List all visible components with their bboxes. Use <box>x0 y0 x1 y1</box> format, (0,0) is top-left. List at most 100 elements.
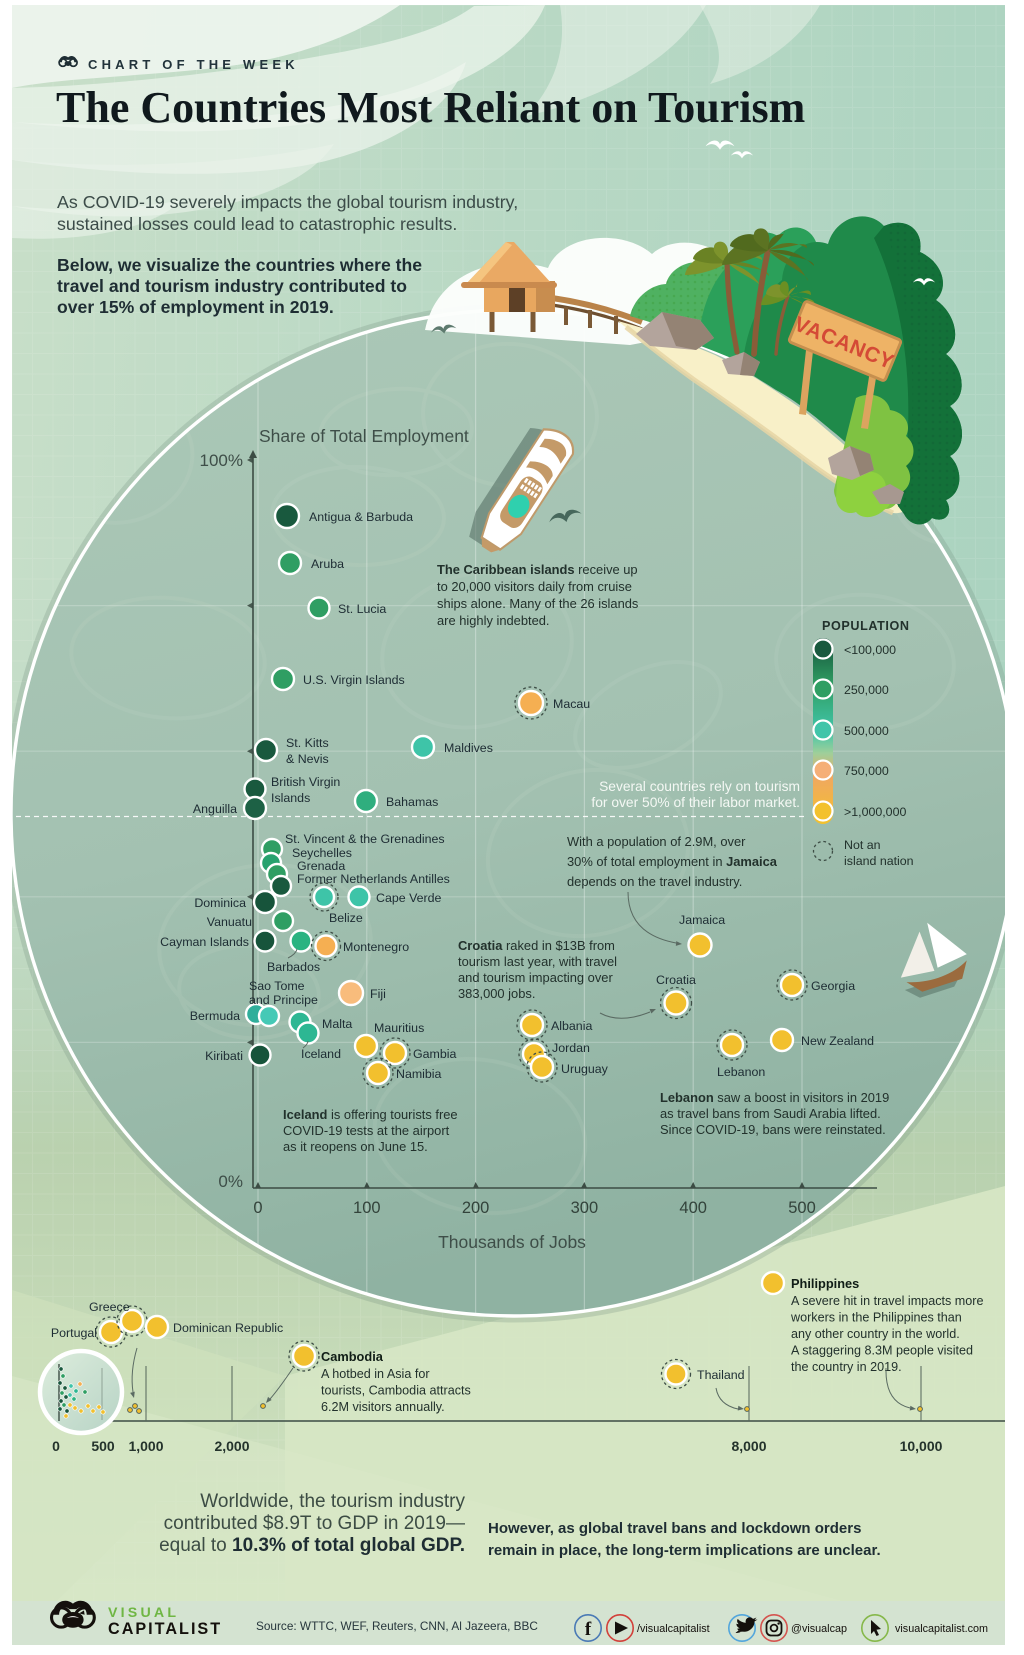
svg-text:Share of Total Employment: Share of Total Employment <box>259 426 469 446</box>
svg-text:>1,000,000: >1,000,000 <box>844 805 906 819</box>
svg-text:Iceland: Iceland <box>301 1047 341 1061</box>
svg-text:travel and tourism industry co: travel and tourism industry contributed … <box>57 276 407 296</box>
svg-text:any other country in the world: any other country in the world. <box>791 1327 960 1341</box>
svg-text:Lebanon saw a boost in visitor: Lebanon saw a boost in visitors in 2019 <box>660 1090 889 1105</box>
svg-text:the country in 2019.: the country in 2019. <box>791 1360 902 1374</box>
svg-text:The Countries Most Reliant on: The Countries Most Reliant on Tourism <box>56 83 805 132</box>
svg-text:VISUAL: VISUAL <box>108 1605 179 1621</box>
svg-text:tourists, Cambodia attracts: tourists, Cambodia attracts <box>321 1384 471 1398</box>
svg-text:250,000: 250,000 <box>844 683 889 697</box>
svg-text:Antigua & Barbuda: Antigua & Barbuda <box>309 510 413 524</box>
svg-text:500,000: 500,000 <box>844 724 889 738</box>
svg-text:Dominican Republic: Dominican Republic <box>173 1321 283 1335</box>
svg-text:and tourism impacting over: and tourism impacting over <box>458 970 613 985</box>
svg-text:as it reopens on June 15.: as it reopens on June 15. <box>283 1139 428 1154</box>
svg-text:2,000: 2,000 <box>214 1438 249 1454</box>
svg-text:Belize: Belize <box>329 911 363 925</box>
svg-text:/visualcapitalist: /visualcapitalist <box>637 1623 710 1635</box>
svg-text:0%: 0% <box>218 1172 243 1191</box>
svg-text:sustained losses could lead to: sustained losses could lead to catastrop… <box>57 214 457 234</box>
svg-text:Bermuda: Bermuda <box>190 1009 240 1023</box>
svg-text:A severe hit in travel impacts: A severe hit in travel impacts more <box>791 1294 983 1308</box>
svg-text:Below, we visualize the countr: Below, we visualize the countries where … <box>57 255 422 275</box>
svg-text:Fiji: Fiji <box>370 987 386 1001</box>
svg-text:Thailand: Thailand <box>697 1368 745 1382</box>
svg-text:@visualcap: @visualcap <box>791 1623 847 1635</box>
svg-text:750,000: 750,000 <box>844 764 889 778</box>
svg-text:Since COVID-19, bans were rein: Since COVID-19, bans were reinstated. <box>660 1122 886 1137</box>
svg-text:visualcapitalist.com: visualcapitalist.com <box>895 1623 988 1635</box>
svg-text:383,000 jobs.: 383,000 jobs. <box>458 986 535 1001</box>
svg-text:1,000: 1,000 <box>128 1438 163 1454</box>
svg-text:Mauritius: Mauritius <box>374 1021 424 1035</box>
svg-text:over 15% of employment in 2019: over 15% of employment in 2019. <box>57 297 334 317</box>
svg-text:Not an: Not an <box>844 838 881 852</box>
svg-text:<100,000: <100,000 <box>844 643 896 657</box>
svg-text:tourism last year, with travel: tourism last year, with travel <box>458 954 617 969</box>
svg-text:6.2M visitors annually.: 6.2M visitors annually. <box>321 1400 445 1414</box>
svg-text:A staggering 8.3M people visit: A staggering 8.3M people visited <box>791 1344 973 1358</box>
svg-text:Uruguay: Uruguay <box>561 1062 609 1076</box>
svg-text:Cayman Islands: Cayman Islands <box>160 935 249 949</box>
svg-text:30% of total employment in Jam: 30% of total employment in Jamaica <box>567 854 778 869</box>
svg-text:Cambodia: Cambodia <box>321 1349 384 1364</box>
svg-text:depends on the travel industry: depends on the travel industry. <box>567 874 742 889</box>
svg-text:Namibia: Namibia <box>396 1067 442 1081</box>
svg-text:Georgia: Georgia <box>811 979 855 993</box>
svg-text:CAPITALIST: CAPITALIST <box>108 1620 222 1638</box>
svg-text:Seychelles: Seychelles <box>292 846 352 860</box>
svg-text:& Nevis: & Nevis <box>286 752 329 766</box>
svg-text:Vanuatu: Vanuatu <box>207 915 252 929</box>
svg-text:Philippines: Philippines <box>791 1276 859 1291</box>
svg-text:Iceland is offering tourists f: Iceland is offering tourists free <box>283 1107 458 1122</box>
svg-text:A hotbed in Asia for: A hotbed in Asia for <box>321 1367 430 1381</box>
svg-text:Jamaica: Jamaica <box>679 913 725 927</box>
svg-text:British Virgin: British Virgin <box>271 775 340 789</box>
svg-text:contributed $8.9T to GDP in 20: contributed $8.9T to GDP in 2019— <box>164 1513 465 1534</box>
svg-text:St. Lucia: St. Lucia <box>338 602 386 616</box>
svg-text:10,000: 10,000 <box>900 1438 943 1454</box>
svg-text:ships alone. Many of the 26 is: ships alone. Many of the 26 islands <box>437 596 638 611</box>
svg-text:However, as global travel bans: However, as global travel bans and lockd… <box>488 1520 861 1537</box>
svg-text:Gambia: Gambia <box>413 1047 456 1061</box>
svg-text:U.S. Virgin Islands: U.S. Virgin Islands <box>303 673 405 687</box>
svg-text:remain in place, the long-term: remain in place, the long-term implicati… <box>488 1542 881 1559</box>
svg-text:As COVID-19 severely impacts t: As COVID-19 severely impacts the global … <box>57 192 518 212</box>
svg-text:for over 50% of their labor ma: for over 50% of their labor market. <box>591 795 800 810</box>
svg-text:Croatia raked in $13B from: Croatia raked in $13B from <box>458 938 615 953</box>
svg-text:Several countries rely on tour: Several countries rely on tourism <box>599 779 800 794</box>
svg-text:Former Netherlands Antilles: Former Netherlands Antilles <box>297 872 450 886</box>
svg-text:to 20,000 visitors daily from: to 20,000 visitors daily from cruise <box>437 579 632 594</box>
svg-text:0: 0 <box>253 1199 262 1217</box>
svg-text:Cape Verde: Cape Verde <box>376 891 442 905</box>
svg-text:Lebanon: Lebanon <box>717 1065 765 1079</box>
svg-text:0: 0 <box>52 1438 60 1454</box>
svg-text:equal to 10.3% of total global: equal to 10.3% of total global GDP. <box>159 1535 465 1556</box>
svg-text:Barbados: Barbados <box>267 960 320 974</box>
svg-text:Malta: Malta <box>322 1017 352 1031</box>
svg-text:island nation: island nation <box>844 854 914 868</box>
svg-text:Source: WTTC, WEF, Reuters, CN: Source: WTTC, WEF, Reuters, CNN, Al Jaze… <box>256 1619 538 1633</box>
svg-text:500: 500 <box>788 1199 816 1217</box>
svg-text:Kiribati: Kiribati <box>205 1049 243 1063</box>
svg-text:CHART OF THE WEEK: CHART OF THE WEEK <box>88 57 299 72</box>
svg-text:300: 300 <box>571 1199 599 1217</box>
svg-text:Anguilla: Anguilla <box>193 802 237 816</box>
svg-text:Maldives: Maldives <box>444 741 493 755</box>
svg-text:The Caribbean islands receive: The Caribbean islands receive up <box>437 562 638 577</box>
svg-text:Islands: Islands <box>271 791 310 805</box>
svg-text:Jordan: Jordan <box>552 1041 590 1055</box>
svg-text:Portugal: Portugal <box>51 1326 97 1340</box>
svg-text:Thousands of Jobs: Thousands of Jobs <box>438 1232 586 1252</box>
svg-text:Grenada: Grenada <box>297 859 345 873</box>
svg-text:Bahamas: Bahamas <box>386 795 438 809</box>
svg-text:With a population of 2.9M, ove: With a population of 2.9M, over <box>567 834 746 849</box>
svg-text:and Principe: and Principe <box>249 993 318 1007</box>
svg-text:500: 500 <box>91 1438 115 1454</box>
svg-text:Montenegro: Montenegro <box>343 940 409 954</box>
svg-text:Sao Tome: Sao Tome <box>249 979 305 993</box>
svg-text:Worldwide, the tourism industr: Worldwide, the tourism industry <box>200 1491 465 1512</box>
svg-text:COVID-19 tests at the airport: COVID-19 tests at the airport <box>283 1123 450 1138</box>
svg-text:f: f <box>585 1619 592 1640</box>
svg-text:Macau: Macau <box>553 697 590 711</box>
